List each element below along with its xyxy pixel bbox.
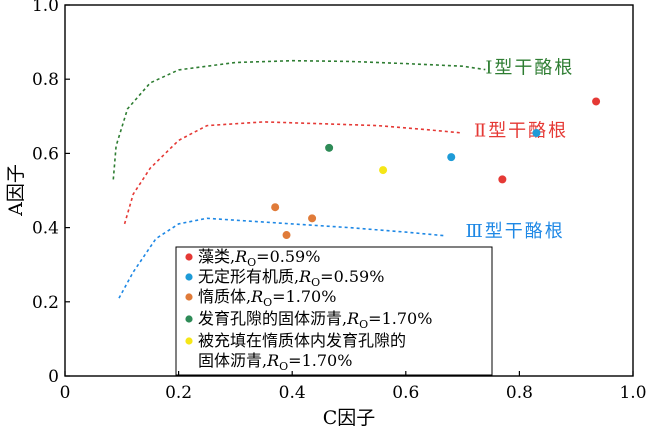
- x-tick-label: 0.2: [165, 383, 192, 403]
- y-tick-label: 1.0: [32, 0, 59, 16]
- y-tick-label: 0.8: [32, 70, 59, 90]
- x-tick-label: 0.4: [279, 383, 306, 403]
- legend-ro-value: =0.59%: [256, 247, 320, 266]
- y-tick-label: 0.4: [32, 219, 59, 239]
- data-point: [282, 231, 291, 240]
- legend-label: 被充填在惰质体内发育孔隙的: [198, 331, 406, 350]
- x-tick-label: 0.6: [392, 383, 419, 403]
- legend-ro-value: =1.70%: [288, 351, 352, 370]
- curve-label: Ⅱ型干酪根: [474, 121, 568, 142]
- legend-label: 藻类,RO=0.59%: [198, 247, 320, 269]
- x-axis-title: C因子: [323, 407, 376, 429]
- x-tick-label: 0: [60, 383, 71, 403]
- legend-box: [175, 246, 493, 376]
- legend-marker: [185, 273, 193, 281]
- curve-label: Ⅲ型干酪根: [465, 221, 564, 242]
- legend-ro-value: =1.70%: [272, 287, 336, 306]
- legend-label: 惰质体,RO=1.70%: [198, 287, 336, 309]
- legend-label: 无定形有机质,RO=0.59%: [198, 267, 384, 289]
- data-point: [379, 166, 388, 175]
- legend-marker: [185, 253, 193, 261]
- curves-layer: Ⅰ型干酪根 Ⅱ型干酪根 Ⅲ型干酪根: [112, 58, 574, 299]
- data-point: [271, 203, 280, 212]
- legend-marker: [185, 293, 193, 301]
- plot-frame: [64, 4, 634, 377]
- x-tick-label: 0.8: [506, 383, 533, 403]
- legend-marker: [185, 337, 193, 345]
- legend-ro-value: =1.70%: [368, 309, 432, 328]
- y-axis-title: A因子: [5, 164, 27, 217]
- data-point: [592, 97, 601, 106]
- curve-label: Ⅰ型干酪根: [485, 58, 574, 79]
- legend-label: 固体沥青,RO=1.70%: [198, 351, 352, 373]
- y-tick-label: 0.2: [32, 293, 59, 313]
- points-layer: [271, 97, 601, 240]
- data-point: [447, 153, 456, 162]
- x-axis: 0 0.2 0.4 0.6 0.8 1.0: [60, 371, 647, 403]
- data-point: [325, 143, 334, 152]
- data-point: [498, 175, 507, 184]
- data-point: [532, 128, 541, 137]
- kerogen-curve: [112, 59, 486, 180]
- x-tick-label: 1.0: [619, 383, 646, 403]
- y-axis: 0 0.2 0.4 0.6 0.8 1.0: [32, 0, 70, 387]
- kerogen-curve: [123, 121, 463, 225]
- legend-marker: [185, 315, 193, 323]
- legend-ro-value: =0.59%: [320, 267, 384, 286]
- legend-label: 发育孔隙的固体沥青,RO=1.70%: [198, 309, 432, 331]
- y-tick-label: 0: [48, 367, 59, 387]
- data-point: [308, 214, 317, 223]
- y-tick-label: 0.6: [32, 144, 59, 164]
- legend: 藻类,RO=0.59%无定形有机质,RO=0.59%惰质体,RO=1.70%发育…: [175, 246, 493, 376]
- kerogen-curve: [118, 217, 446, 299]
